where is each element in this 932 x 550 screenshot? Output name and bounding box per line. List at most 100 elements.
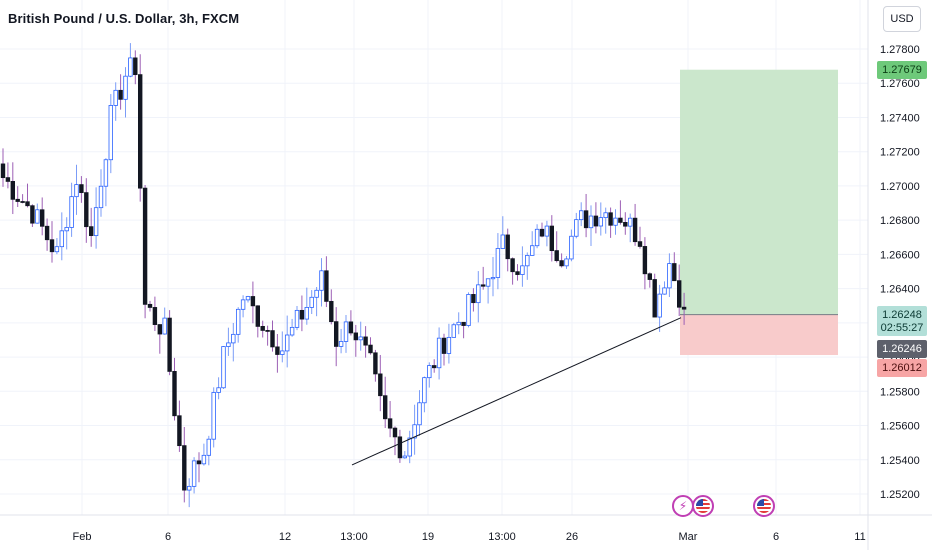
candle-body [255,305,260,327]
candle-body [466,294,471,326]
candle-body [667,263,672,289]
candle-body [520,265,525,275]
candle-body [309,296,314,308]
candle-body [113,89,118,106]
target-price-label: 1.27679 [877,60,927,79]
candle-body [137,74,143,189]
y-tick-label: 1.26600 [880,249,920,261]
candle-body [500,234,505,249]
bar-countdown-label: 02:55:27 [877,320,927,336]
candle-body [324,270,329,302]
candle-body [603,212,608,219]
candle-body [270,330,275,348]
x-tick-label: 6 [773,531,779,543]
candle-body [549,225,554,252]
candle-body [231,333,236,344]
candle-body [49,239,55,253]
candle-body [588,215,594,229]
candle-body [329,300,334,323]
candle-body [25,201,30,207]
candle-body [206,438,211,456]
candle-body [618,217,623,223]
candle-body [226,342,231,347]
candle-body [30,205,35,224]
y-tick-label: 1.25200 [880,489,920,501]
candle-body [142,187,148,305]
candle-body [461,321,466,326]
flash-icon[interactable]: ⚡ [672,495,694,517]
candle-body [608,212,613,226]
candle-body [260,325,265,331]
candle-body [108,105,113,161]
candle-body [348,321,354,334]
entry-price-label: 1.26248 [877,306,927,324]
candle-body [387,418,393,429]
candle-body [544,225,550,237]
candle-body [598,217,603,227]
candle-body [652,279,657,318]
x-tick-label: 26 [566,531,578,543]
candle-body [74,184,79,198]
candle-body [93,207,99,237]
candle-body [559,260,564,267]
us-flag-icon[interactable] [692,495,714,517]
candle-body [333,321,339,347]
candle-body [623,222,628,227]
candle-body [10,181,15,200]
x-tick-label: 11 [854,531,865,543]
chart-title: British Pound / U.S. Dollar, 3h, FXCM [6,10,242,27]
candle-body [59,230,64,248]
candle-body [583,210,589,229]
candle-body [554,250,559,262]
candle-body [574,219,579,237]
candle-body [628,217,633,227]
candle-body [299,309,305,320]
y-tick-label: 1.25800 [880,386,920,398]
candle-body [133,57,138,76]
candle-body [402,455,407,459]
x-tick-label: 13:00 [340,531,368,543]
candle-body [397,436,403,459]
loss-zone [680,314,838,356]
candle-body [441,337,447,354]
candle-body [431,365,437,369]
candle-body [564,258,569,267]
candle-body [378,373,383,397]
candle-body [162,317,167,335]
candle-body [539,228,545,237]
candle-body [672,263,677,282]
candle-body [84,192,89,228]
candle-body [44,225,50,241]
candle-body [530,245,535,256]
candle-body [422,377,427,404]
candle-body [182,445,187,491]
y-tick-label: 1.27000 [880,181,920,193]
candle-body [15,198,20,202]
candle-body [510,258,515,273]
candle-body [64,227,69,232]
candle-body [373,352,378,375]
y-tick-label: 1.27200 [880,147,920,159]
candle-body [436,337,442,369]
candle-body [382,395,388,420]
candle-body [495,248,501,278]
candle-body [284,334,290,352]
candle-body [304,307,309,320]
us-flag-icon[interactable] [753,495,775,517]
candle-body [289,326,295,336]
candle-body [69,196,74,228]
y-tick-label: 1.27600 [880,78,920,90]
candle-body [54,246,60,253]
candle-body [20,201,25,203]
candle-body [79,184,84,194]
stop-price-label: 1.26012 [877,359,927,377]
currency-button[interactable]: USD [883,6,921,32]
candle-body [147,303,153,308]
candle-body [353,332,358,341]
candle-body [221,346,226,389]
candle-body [338,341,344,347]
candle-body [314,289,319,298]
candle-body [211,392,216,440]
